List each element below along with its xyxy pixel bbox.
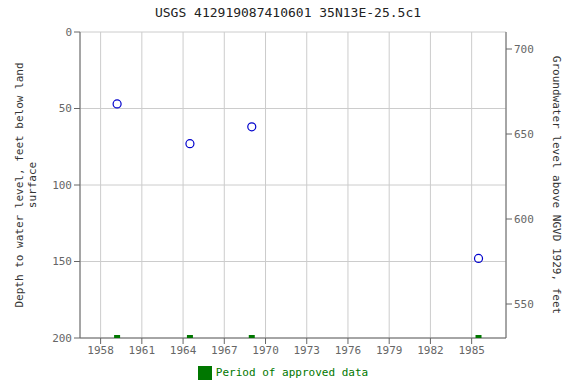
svg-text:100: 100 (52, 179, 72, 192)
svg-text:600: 600 (514, 213, 534, 226)
html-text:Period of approved data: Period of approved data (215, 366, 369, 379)
html-text:USGS 412919087410601 35N13E-25: USGS 412919087410601 35N13E-25.5c1 (154, 5, 421, 20)
svg-text:1982: 1982 (417, 344, 444, 357)
svg-text:1961: 1961 (129, 344, 156, 357)
svg-text:1985: 1985 (458, 344, 485, 357)
svg-text:1970: 1970 (252, 344, 279, 357)
svg-text:150: 150 (52, 255, 72, 268)
svg-text:1979: 1979 (376, 344, 403, 357)
svg-text:1964: 1964 (170, 344, 197, 357)
svg-text:1958: 1958 (87, 344, 114, 357)
svg-text:1976: 1976 (335, 344, 362, 357)
svg-text:Depth to water level, feet bel: Depth to water level, feet below landsur… (13, 62, 39, 307)
svg-text:200: 200 (52, 332, 72, 345)
svg-text:0: 0 (65, 26, 72, 39)
svg-text:700: 700 (514, 43, 534, 56)
svg-text:Groundwater level above NGVD 1: Groundwater level above NGVD 1929, feet (550, 56, 563, 314)
svg-text:50: 50 (59, 102, 72, 115)
svg-text:1967: 1967 (211, 344, 238, 357)
svg-text:550: 550 (514, 298, 534, 311)
svg-text:650: 650 (514, 128, 534, 141)
svg-text:1973: 1973 (293, 344, 320, 357)
